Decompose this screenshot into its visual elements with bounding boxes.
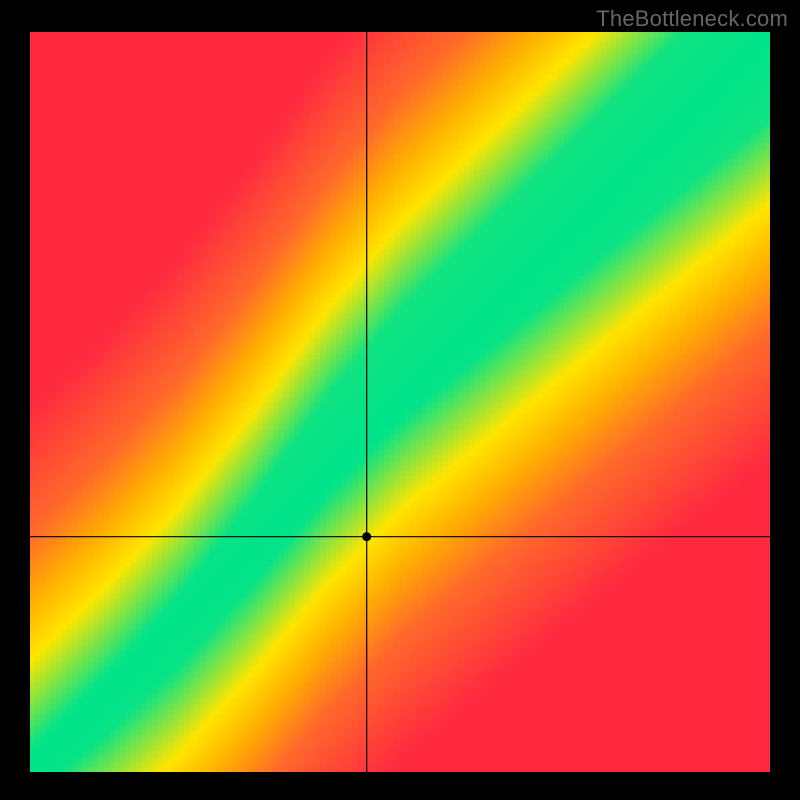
watermark-text: TheBottleneck.com <box>596 6 788 32</box>
bottleneck-heatmap <box>30 32 770 772</box>
heatmap-cells <box>30 32 770 772</box>
crosshair-marker <box>362 532 371 541</box>
chart-container: TheBottleneck.com <box>0 0 800 800</box>
